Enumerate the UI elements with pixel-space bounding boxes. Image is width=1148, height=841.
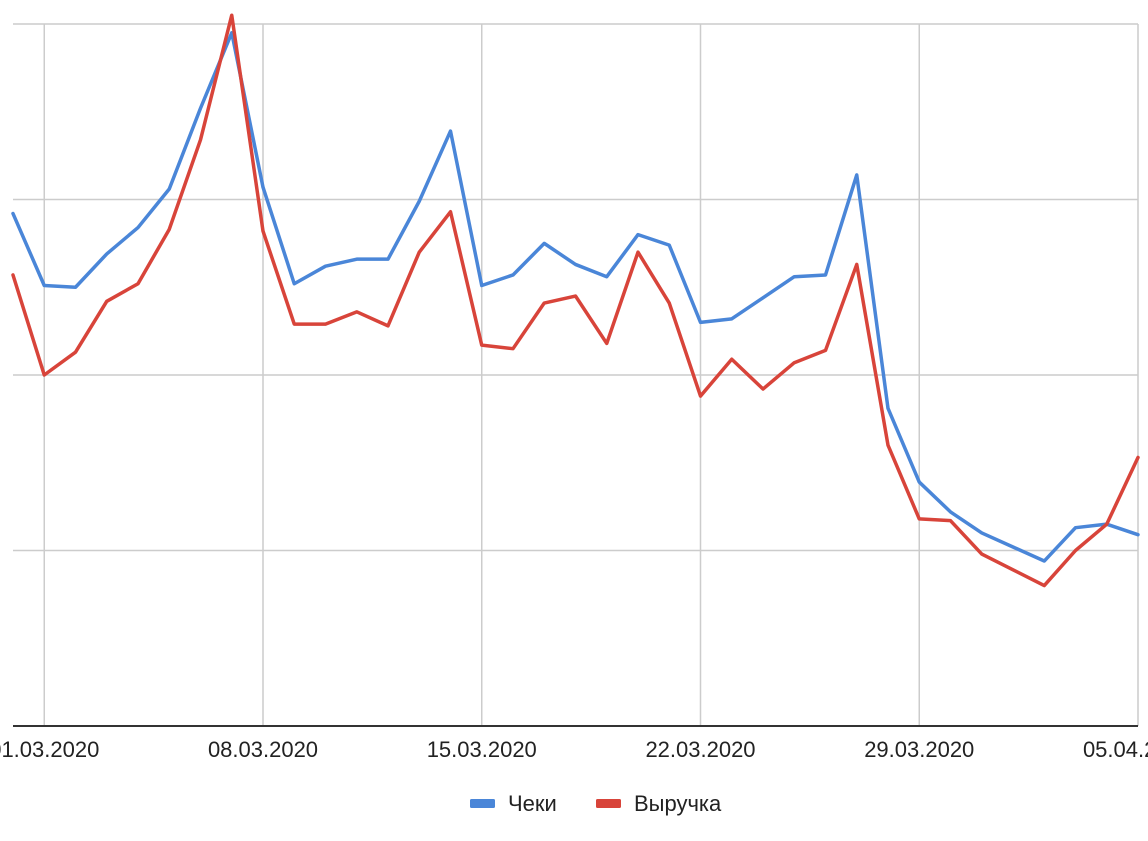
data-point [418,251,421,254]
data-point [1074,549,1077,552]
data-point [699,395,702,398]
data-point [1105,523,1108,526]
series-line-2 [11,13,1140,588]
data-point [574,263,577,266]
data-point [980,553,983,556]
data-point [105,300,108,303]
series-lines [11,13,1140,588]
x-tick-label: 05.04.2020 [1083,737,1148,762]
data-point [262,230,265,233]
data-point [793,361,796,364]
data-point [1012,545,1015,548]
legend-swatch-2 [596,799,621,808]
data-point [230,14,233,17]
data-point [855,173,858,176]
series-line-1 [11,31,1140,563]
data-point [762,388,765,391]
data-point [543,302,546,305]
data-point [418,200,421,203]
data-point [387,258,390,261]
data-point [1043,560,1046,563]
x-tick-label: 08.03.2020 [208,737,318,762]
data-point [980,531,983,534]
data-point [1012,568,1015,571]
data-point [387,324,390,327]
data-point [137,226,140,229]
data-point [887,407,890,410]
data-point [12,273,15,276]
data-point [605,342,608,345]
legend-swatch-1 [470,799,495,808]
data-point [512,273,515,276]
data-point [824,273,827,276]
grid [13,23,1139,726]
data-point [168,187,171,190]
data-point [74,286,77,289]
data-point [512,347,515,350]
x-tick-label: 01.03.2020 [0,737,99,762]
data-point [730,317,733,320]
data-point [293,323,296,326]
data-point [668,244,671,247]
data-point [293,282,296,285]
data-point [918,481,921,484]
data-point [324,323,327,326]
data-point [918,517,921,520]
x-tick-label: 22.03.2020 [645,737,755,762]
data-point [824,349,827,352]
data-point [699,321,702,324]
data-point [1137,533,1140,536]
legend-label-2: Выручка [634,791,722,816]
data-point [793,275,796,278]
data-point [730,358,733,361]
data-point [199,107,202,110]
data-point [762,296,765,299]
legend-label-1: Чеки [508,791,557,816]
data-point [855,263,858,266]
x-tick-label: 29.03.2020 [864,737,974,762]
data-point [74,351,77,354]
data-point [43,284,46,287]
data-point [637,233,640,236]
data-point [449,210,452,213]
data-point [1043,584,1046,587]
x-tick-label: 15.03.2020 [427,737,537,762]
data-point [949,519,952,522]
data-point [480,284,483,287]
data-point [887,444,890,447]
data-point [1137,456,1140,459]
data-point [324,265,327,268]
data-point [262,186,265,189]
data-point [199,138,202,141]
legend: Чеки Выручка [470,791,722,816]
data-point [168,228,171,231]
data-point [480,344,483,347]
data-point [637,251,640,254]
data-point [105,252,108,255]
data-point [137,282,140,285]
data-point [1074,526,1077,529]
x-tick-labels: 01.03.2020 08.03.2020 15.03.2020 22.03.2020… [0,737,1148,762]
data-point [668,302,671,305]
data-point [355,310,358,313]
data-point [12,212,15,215]
data-point [574,295,577,298]
data-point [543,242,546,245]
data-point [449,130,452,133]
data-point [43,374,46,377]
data-point [605,275,608,278]
data-point [355,258,358,261]
data-point [949,510,952,513]
